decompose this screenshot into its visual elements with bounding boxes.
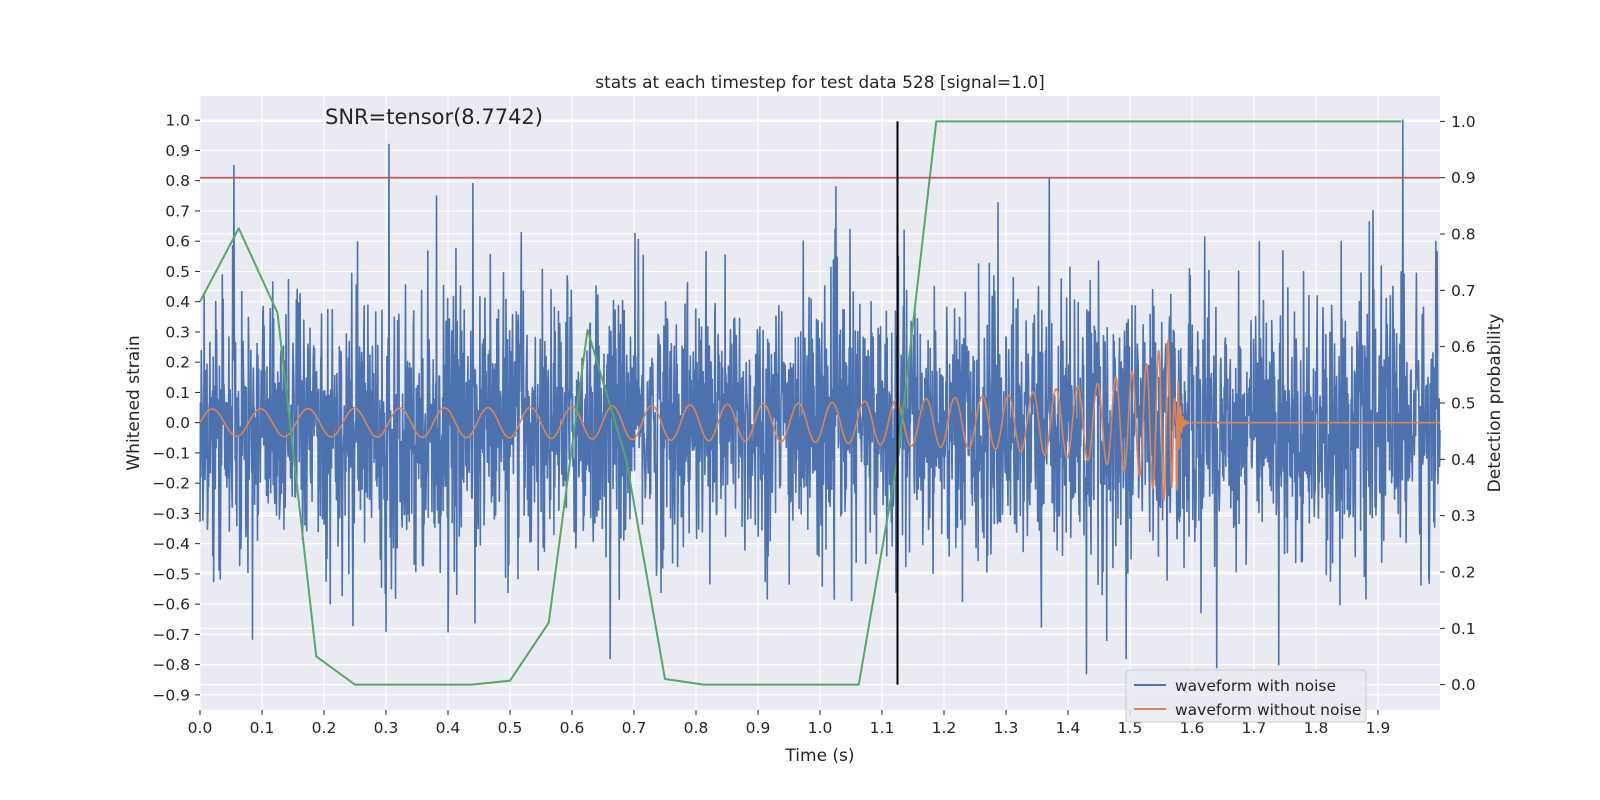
series-waveform-without-noise <box>199 339 1441 501</box>
y-tick-label: −0.8 <box>152 656 190 674</box>
x-tick-label: 1.9 <box>1366 719 1391 737</box>
x-tick-label: 0.5 <box>498 719 523 737</box>
line-waveform-with-noise <box>199 119 1441 675</box>
legend-label-noise: waveform with noise <box>1175 677 1336 695</box>
x-tick-label: 0.1 <box>250 719 275 737</box>
y2-tick-label: 1.0 <box>1451 113 1476 131</box>
y2-tick-label: 0.3 <box>1451 507 1476 525</box>
x-tick-label: 1.7 <box>1242 719 1267 737</box>
x-tick-label: 0.8 <box>684 719 709 737</box>
y2-axis-label: Detection probability <box>1485 314 1505 493</box>
y-tick-label: 0.2 <box>165 354 190 372</box>
legend-box <box>1125 669 1367 723</box>
y2-tick-label: 0.7 <box>1451 282 1476 300</box>
x-tick-label: 1.3 <box>994 719 1019 737</box>
x-axis-ticks: 0.0 0.1 0.2 0.3 0.4 0.5 0.6 0.7 0.8 0.9 1.0 1.1 1.2 1… <box>188 710 1391 737</box>
y2-tick-label: 0.5 <box>1451 395 1476 413</box>
y-axis-label: Whitened strain <box>124 335 144 470</box>
y2-tick-label: 0.6 <box>1451 338 1476 356</box>
chart-title: stats at each timestep for test data 528… <box>595 73 1045 93</box>
y-axis-ticks: 1.0 0.9 0.8 0.7 0.6 0.5 0.4 0.3 0.2 0.1 0.0 −0.1 −0.… <box>152 112 200 704</box>
x-tick-label: 0.3 <box>374 719 399 737</box>
x-tick-label: 0.6 <box>560 719 585 737</box>
x-tick-label: 0.4 <box>436 719 461 737</box>
series-waveform-with-noise <box>199 119 1441 675</box>
x-axis-label: Time (s) <box>784 746 854 766</box>
y2-tick-label: 0.1 <box>1451 620 1476 638</box>
y-tick-label: 1.0 <box>165 112 190 130</box>
overlays <box>200 121 1440 685</box>
y-tick-label: −0.2 <box>152 475 190 493</box>
x-tick-label: 0.0 <box>188 719 213 737</box>
x-tick-label: 0.7 <box>622 719 647 737</box>
y2-tick-label: 0.0 <box>1451 676 1476 694</box>
x-tick-label: 1.4 <box>1056 719 1081 737</box>
x-tick-label: 1.6 <box>1180 719 1205 737</box>
y-tick-label: −0.5 <box>152 565 190 583</box>
y-tick-label: 0.9 <box>165 142 190 160</box>
y-tick-label: 0.1 <box>165 384 190 402</box>
x-tick-label: 1.0 <box>808 719 833 737</box>
x-tick-label: 1.2 <box>932 719 957 737</box>
line-waveform-without-noise <box>199 339 1441 501</box>
x-tick-label: 1.5 <box>1118 719 1143 737</box>
legend: waveform with noise waveform without noi… <box>1125 669 1367 723</box>
y2-tick-label: 0.4 <box>1451 451 1476 469</box>
y-tick-label: −0.9 <box>152 686 190 704</box>
x-tick-label: 0.9 <box>746 719 771 737</box>
y-tick-label: −0.3 <box>152 505 190 523</box>
y-tick-label: 0.7 <box>165 202 190 220</box>
y-tick-label: 0.5 <box>165 263 190 281</box>
snr-annotation: SNR=tensor(8.7742) <box>325 105 543 129</box>
y-tick-label: 0.8 <box>165 172 190 190</box>
x-tick-label: 1.1 <box>870 719 895 737</box>
x-tick-label: 1.8 <box>1304 719 1329 737</box>
series-detection-probability <box>199 120 1402 686</box>
y2-tick-label: 0.8 <box>1451 226 1476 244</box>
y-tick-label: −0.4 <box>152 535 190 553</box>
y-tick-label: 0.4 <box>165 293 190 311</box>
y-tick-label: 0.0 <box>165 414 190 432</box>
line-detection-probability <box>199 120 1402 686</box>
y2-axis-ticks: 1.0 0.9 0.8 0.7 0.6 0.5 0.4 0.3 0.2 0.1 0.0 <box>1440 113 1476 694</box>
y-tick-label: 0.3 <box>165 323 190 341</box>
x-tick-label: 0.2 <box>312 719 337 737</box>
y2-tick-label: 0.9 <box>1451 169 1476 187</box>
y-tick-label: −0.7 <box>152 626 190 644</box>
legend-label-clean: waveform without noise <box>1175 701 1361 719</box>
y-tick-label: −0.1 <box>152 444 190 462</box>
y-tick-label: 0.6 <box>165 233 190 251</box>
y2-tick-label: 0.2 <box>1451 563 1476 581</box>
y-tick-label: −0.6 <box>152 596 190 614</box>
